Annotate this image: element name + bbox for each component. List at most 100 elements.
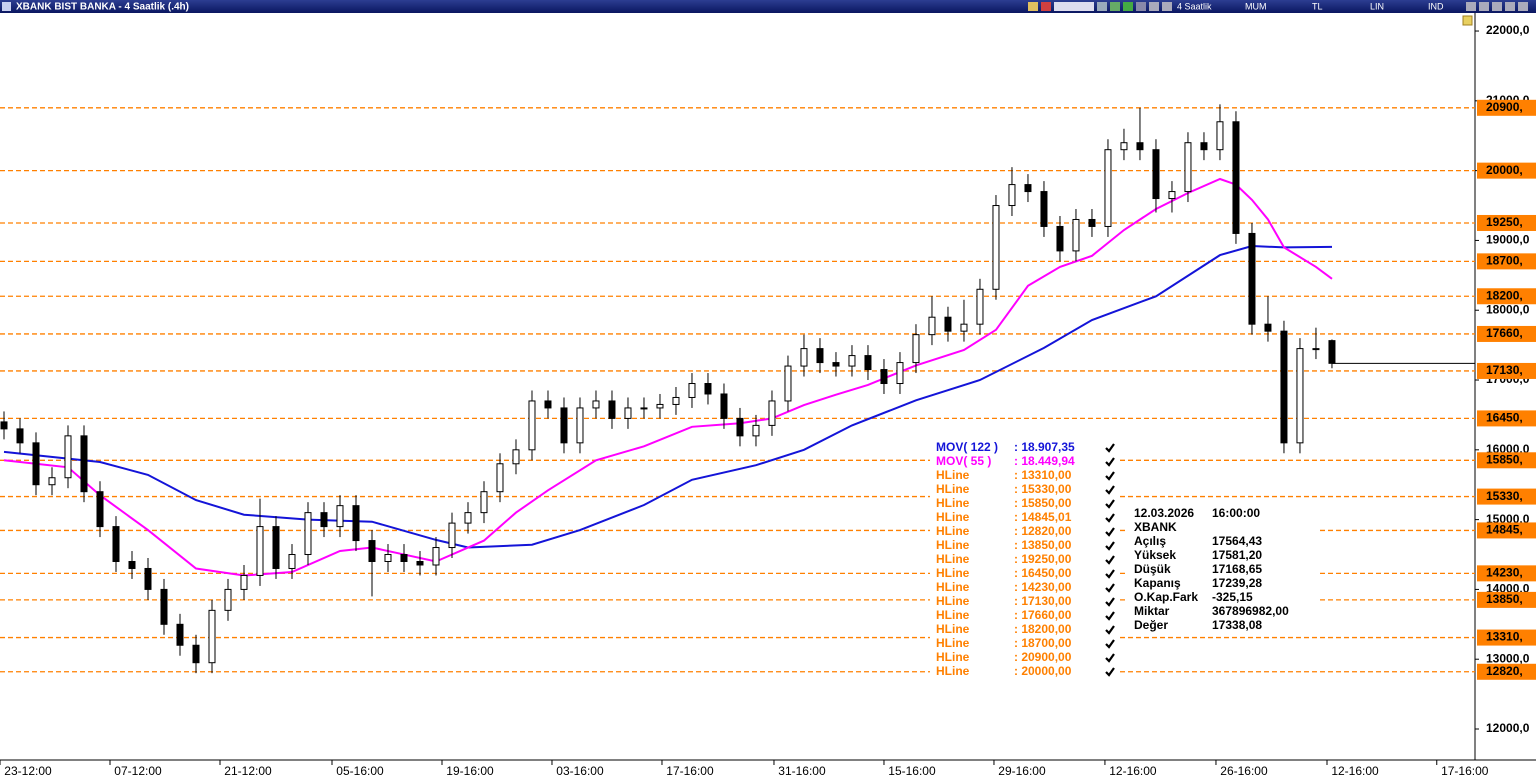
legend-check[interactable] <box>1105 611 1115 621</box>
legend-check[interactable] <box>1105 597 1115 607</box>
legend-check[interactable] <box>1105 527 1115 537</box>
legend-value: : 15330,00 <box>1014 482 1072 496</box>
legend-check[interactable] <box>1105 653 1115 663</box>
legend-value: : 18.907,35 <box>1014 440 1075 454</box>
legend-value: : 20900,00 <box>1014 650 1072 664</box>
candle-body <box>528 400 536 451</box>
candle-body <box>832 362 840 367</box>
legend-name: HLine <box>936 566 970 580</box>
legend-name: HLine <box>936 524 970 538</box>
x-tick-label: 23-12:00 <box>4 764 52 778</box>
toolbar-item[interactable]: 4 Saatlik <box>1177 1 1212 11</box>
candle-body <box>192 644 200 664</box>
info-time: 16:00:00 <box>1212 506 1260 520</box>
h-line-axis-box <box>1477 288 1536 305</box>
toolbar-item[interactable]: TL <box>1312 1 1323 11</box>
y-tick-label: 19000,0 <box>1486 233 1530 247</box>
candle-body <box>496 463 504 493</box>
candle-body <box>1200 142 1208 151</box>
toolbar-item[interactable]: MUM <box>1245 1 1267 11</box>
legend-value: : 18700,00 <box>1014 636 1072 650</box>
y-tick-label: 18000,0 <box>1486 302 1530 316</box>
candle-body <box>176 623 184 646</box>
candle-body <box>624 407 632 419</box>
legend-check[interactable] <box>1105 625 1115 635</box>
info-date: 12.03.2026 <box>1134 506 1194 520</box>
legend-name: HLine <box>936 664 970 678</box>
candle-body <box>1184 142 1192 193</box>
legend-name: HLine <box>936 580 970 594</box>
h-line-axis-box <box>1477 214 1536 231</box>
legend-check[interactable] <box>1105 499 1115 509</box>
toolbar-item[interactable]: LIN <box>1370 1 1384 11</box>
legend-check[interactable] <box>1105 667 1115 677</box>
legend-value: : 18200,00 <box>1014 622 1072 636</box>
info-value: 17564,43 <box>1212 534 1262 548</box>
window-icon[interactable] <box>2 2 11 11</box>
h-line-axis-label: 20900, <box>1486 100 1523 114</box>
info-label: Düşük <box>1134 562 1171 576</box>
legend-check[interactable] <box>1105 443 1115 453</box>
legend-check[interactable] <box>1105 485 1115 495</box>
candle-body <box>480 491 488 514</box>
candle-body <box>160 588 168 625</box>
candle-body <box>880 369 888 385</box>
candle-body <box>336 505 344 528</box>
toolbar-item[interactable]: IND <box>1428 1 1444 11</box>
h-line-axis-box <box>1477 452 1536 469</box>
h-line-axis-box <box>1477 663 1536 680</box>
legend-name: HLine <box>936 552 970 566</box>
legend-check[interactable] <box>1105 555 1115 565</box>
info-value: 17239,28 <box>1212 576 1262 590</box>
legend-check[interactable] <box>1105 471 1115 481</box>
info-label: Kapanış <box>1134 576 1181 590</box>
candle-body <box>672 396 680 405</box>
legend-check[interactable] <box>1105 569 1115 579</box>
candle-body <box>240 574 248 590</box>
x-tick-label: 03-16:00 <box>556 764 604 778</box>
legend-value: : 20000,00 <box>1014 664 1072 678</box>
candle-body <box>1104 149 1112 227</box>
legend-check[interactable] <box>1105 457 1115 467</box>
h-line-axis-label: 18700, <box>1486 254 1523 268</box>
candle-body <box>1168 191 1176 200</box>
candle-body <box>1152 149 1160 200</box>
candle-body <box>704 383 712 395</box>
candle-body <box>0 421 8 430</box>
candle-body <box>352 505 360 542</box>
candle-body <box>64 435 72 479</box>
h-line-axis-box <box>1477 591 1536 608</box>
candle-body <box>368 540 376 562</box>
candle-body <box>416 560 424 566</box>
x-tick-label: 07-12:00 <box>114 764 162 778</box>
candle-body <box>640 407 648 410</box>
candle-body <box>784 365 792 402</box>
legend-value: : 17130,00 <box>1014 594 1072 608</box>
h-line-axis-label: 17660, <box>1486 326 1523 340</box>
legend-check[interactable] <box>1105 541 1115 551</box>
h-line-axis-box <box>1477 522 1536 539</box>
candle-body <box>752 424 760 437</box>
window-title: XBANK BIST BANKA - 4 Saatlik (.4h) <box>16 2 189 13</box>
legend-check[interactable] <box>1105 513 1115 523</box>
candle-body <box>608 400 616 419</box>
x-tick-label: 05-16:00 <box>336 764 384 778</box>
h-line-axis-label: 18200, <box>1486 288 1523 302</box>
candle-body <box>1008 184 1016 207</box>
candle-body <box>928 316 936 336</box>
candle-body <box>32 442 40 486</box>
legend-background <box>930 440 1120 682</box>
candle-body <box>272 526 280 569</box>
h-line-axis-label: 14845, <box>1486 523 1523 537</box>
h-line-axis-label: 12820, <box>1486 664 1523 678</box>
info-value: 17581,20 <box>1212 548 1262 562</box>
candle-body <box>1056 225 1064 252</box>
h-line-axis-box <box>1477 488 1536 505</box>
h-line-axis-box <box>1477 362 1536 379</box>
h-line-axis-box <box>1477 629 1536 646</box>
title-bar <box>0 0 1536 13</box>
legend-check[interactable] <box>1105 583 1115 593</box>
legend-check[interactable] <box>1105 639 1115 649</box>
x-tick-label: 12-16:00 <box>1109 764 1157 778</box>
